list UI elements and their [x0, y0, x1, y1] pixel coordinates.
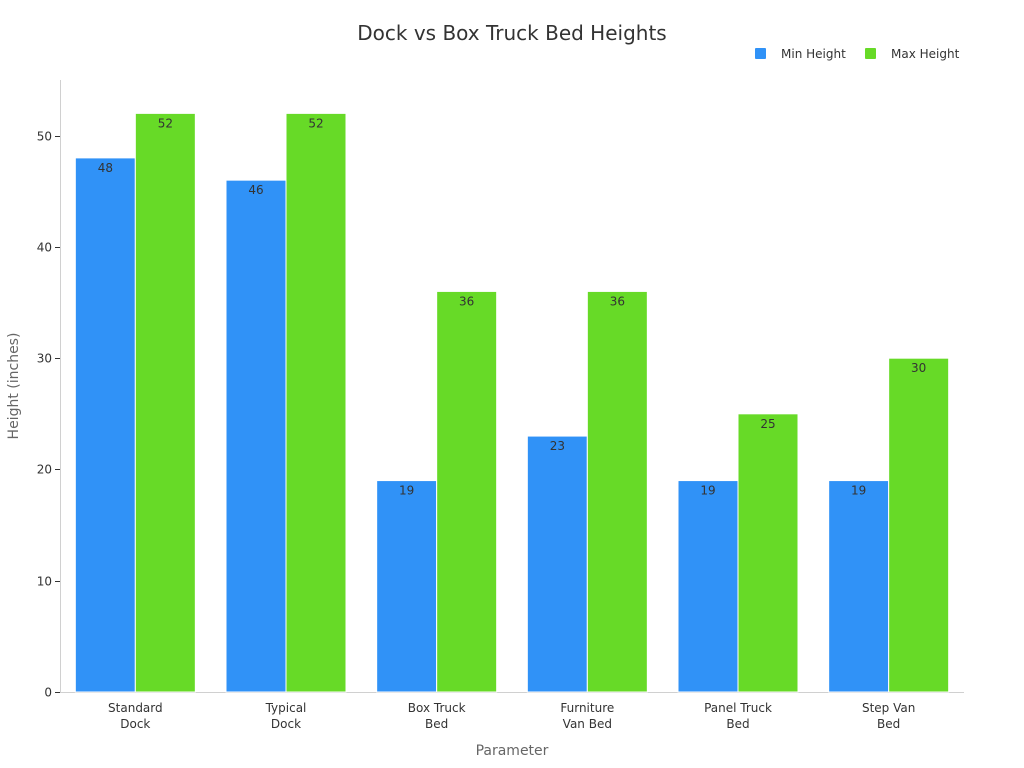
data-label: 36: [610, 294, 625, 308]
legend-label-max-height: Max Height: [891, 47, 960, 61]
bar-min-height: [828, 480, 890, 693]
data-label: 46: [248, 183, 263, 197]
bar-min-height: [526, 435, 588, 693]
data-label: 48: [98, 161, 113, 175]
data-label: 36: [459, 294, 474, 308]
x-tick-label: Furniture Van Bed: [560, 701, 614, 731]
bar-max-height: [436, 290, 498, 693]
y-tick-label: 0: [44, 686, 52, 700]
y-axis-title: Height (inches): [6, 333, 22, 440]
data-label: 19: [700, 484, 715, 498]
data-label: 19: [399, 484, 414, 498]
bar-min-height: [376, 480, 438, 693]
axes: [60, 80, 964, 693]
bar-max-height: [737, 413, 799, 693]
data-label: 23: [550, 439, 565, 453]
bars: 48 52 46 52 19 36 23 36 19 25 19 30: [74, 112, 950, 693]
bar-min-height: [677, 480, 739, 693]
x-tick-label: Box Truck Bed: [408, 701, 466, 731]
legend-swatch-min-height: [755, 48, 766, 59]
y-axis-ticks: 0 10 20 30 40 50: [37, 130, 60, 700]
bar-min-height: [225, 179, 287, 693]
data-label: 19: [851, 484, 866, 498]
chart-title: Dock vs Box Truck Bed Heights: [357, 21, 666, 45]
y-tick-label: 10: [37, 575, 52, 589]
bar-min-height: [74, 157, 136, 693]
y-tick-label: 30: [37, 352, 52, 366]
y-tick-label: 50: [37, 130, 52, 144]
x-tick-label: Standard Dock: [108, 701, 163, 731]
bar-max-height: [285, 112, 347, 693]
legend-swatch-max-height: [865, 48, 876, 59]
bar-max-height: [586, 290, 648, 693]
x-tick-label: Typical Dock: [265, 701, 307, 731]
x-axis-title: Parameter: [476, 743, 549, 759]
data-label: 52: [158, 116, 173, 130]
data-label: 30: [911, 361, 926, 375]
x-tick-label: Panel Truck Bed: [704, 701, 772, 731]
legend-label-min-height: Min Height: [781, 47, 846, 61]
legend: Min Height Max Height: [755, 47, 960, 61]
bar-max-height: [134, 112, 196, 693]
data-label: 52: [308, 116, 323, 130]
y-tick-label: 40: [37, 241, 52, 255]
x-tick-label: Step Van Bed: [862, 701, 915, 731]
y-tick-label: 20: [37, 463, 52, 477]
bar-max-height: [888, 357, 950, 693]
x-axis-ticks: Standard Dock Typical Dock Box Truck Bed Furni…: [108, 701, 915, 731]
data-label: 25: [760, 417, 775, 431]
